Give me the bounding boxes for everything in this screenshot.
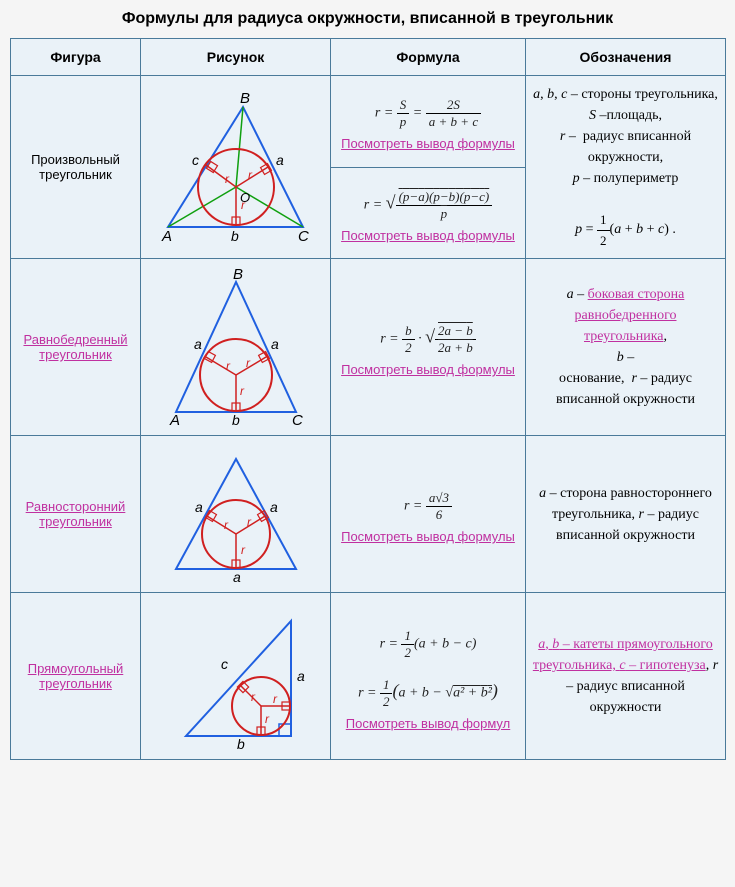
right-triangle-svg: c a b r r r <box>161 601 311 751</box>
formula-cell: r = b2 · √2a − b2a + b Посмотреть вывод … <box>331 259 526 436</box>
view-derivation-link[interactable]: Посмотреть вывод формулы <box>337 136 519 151</box>
formula-text: r = a√36 <box>337 490 519 523</box>
svg-text:B: B <box>233 267 243 283</box>
table-row: Прямоугольный треугольник c a b r r r r … <box>11 593 726 760</box>
view-derivation-link[interactable]: Посмотреть вывод формулы <box>337 228 519 243</box>
isosceles-side-link[interactable]: боковая сторона равнобедренного треуголь… <box>575 287 685 344</box>
view-derivation-link[interactable]: Посмотреть вывод формул <box>337 716 519 731</box>
svg-text:r: r <box>240 384 245 398</box>
figure-label: Прямоугольный треугольник <box>11 593 141 760</box>
table-row: Произвольный треугольник A C B b c a O r… <box>11 76 726 168</box>
svg-text:a: a <box>194 336 202 352</box>
formula-table: Фигура Рисунок Формула Обозначения Произ… <box>10 38 726 760</box>
header-drawing: Рисунок <box>141 39 331 76</box>
svg-text:a: a <box>270 499 278 515</box>
formula-text: r = Sp = 2Sa + b + c <box>337 97 519 130</box>
view-derivation-link[interactable]: Посмотреть вывод формулы <box>337 362 519 377</box>
notation-text: a – сторона равностороннего треугольника… <box>532 483 719 546</box>
right-triangle-sides-link[interactable]: a, b – катеты прямоугольного треугольник… <box>533 637 713 673</box>
figure-drawing: c a b r r r <box>141 593 331 760</box>
notation-text: a, b – катеты прямоугольного треугольник… <box>532 634 719 718</box>
notation-cell: a – боковая сторона равнобедренного треу… <box>526 259 726 436</box>
svg-text:A: A <box>169 412 180 427</box>
svg-text:c: c <box>221 656 228 672</box>
isosceles-triangle-svg: A C B b a a r r r <box>156 267 316 427</box>
formula-text: r = √(p−a)(p−b)(p−c)p <box>337 189 519 222</box>
formula-text: r = 12(a + b − c) r = 12(a + b − √a² + b… <box>337 628 519 710</box>
svg-text:a: a <box>195 499 203 515</box>
figure-drawing: a a a r r r <box>141 436 331 593</box>
formula-cell: r = 12(a + b − c) r = 12(a + b − √a² + b… <box>331 593 526 760</box>
svg-text:r: r <box>225 172 230 186</box>
svg-text:r: r <box>247 515 252 529</box>
formula-text: r = b2 · √2a − b2a + b <box>337 323 519 356</box>
figure-label: Равносторонний треугольник <box>11 436 141 593</box>
figure-drawing: A C B b c a O r r r <box>141 76 331 259</box>
notation-text: a – боковая сторона равнобедренного треу… <box>532 284 719 410</box>
arbitrary-triangle-svg: A C B b c a O r r r <box>148 87 323 247</box>
svg-text:a: a <box>233 569 241 584</box>
formula-cell: r = a√36 Посмотреть вывод формулы <box>331 436 526 593</box>
svg-text:c: c <box>192 152 199 168</box>
svg-text:r: r <box>265 712 270 726</box>
table-row: Равносторонний треугольник a a a r r r r… <box>11 436 726 593</box>
header-formula: Формула <box>331 39 526 76</box>
view-derivation-link[interactable]: Посмотреть вывод формулы <box>337 529 519 544</box>
notation-cell: a, b, c – стороны треугольника, S –площа… <box>526 76 726 259</box>
svg-text:r: r <box>241 543 246 557</box>
svg-text:b: b <box>237 736 245 751</box>
svg-text:r: r <box>246 356 251 370</box>
svg-text:r: r <box>273 692 278 706</box>
notation-cell: a – сторона равностороннего треугольника… <box>526 436 726 593</box>
figure-drawing: A C B b a a r r r <box>141 259 331 436</box>
svg-text:b: b <box>231 228 239 244</box>
svg-text:a: a <box>297 668 305 684</box>
svg-text:A: A <box>161 228 172 245</box>
formula-cell: r = Sp = 2Sa + b + c Посмотреть вывод фо… <box>331 76 526 168</box>
figure-link[interactable]: Прямоугольный треугольник <box>28 661 124 691</box>
svg-text:C: C <box>292 412 303 427</box>
formula-cell: r = √(p−a)(p−b)(p−c)p Посмотреть вывод ф… <box>331 167 526 259</box>
svg-text:r: r <box>251 690 256 704</box>
page-title: Формулы для радиуса окружности, вписанно… <box>10 10 725 28</box>
figure-label: Равнобедренный треугольник <box>11 259 141 436</box>
svg-text:C: C <box>298 228 309 245</box>
figure-link[interactable]: Равнобедренный треугольник <box>23 332 127 362</box>
table-row: Равнобедренный треугольник A C B b a a r… <box>11 259 726 436</box>
header-notation: Обозначения <box>526 39 726 76</box>
svg-text:a: a <box>271 336 279 352</box>
notation-cell: a, b – катеты прямоугольного треугольник… <box>526 593 726 760</box>
header-figure: Фигура <box>11 39 141 76</box>
svg-text:B: B <box>240 90 250 107</box>
svg-text:a: a <box>276 152 284 168</box>
svg-text:b: b <box>232 412 240 427</box>
figure-label: Произвольный треугольник <box>11 76 141 259</box>
figure-link[interactable]: Равносторонний треугольник <box>26 499 126 529</box>
notation-text: a, b, c – стороны треугольника, S –площа… <box>532 84 719 250</box>
equilateral-triangle-svg: a a a r r r <box>161 444 311 584</box>
svg-text:r: r <box>248 168 253 182</box>
